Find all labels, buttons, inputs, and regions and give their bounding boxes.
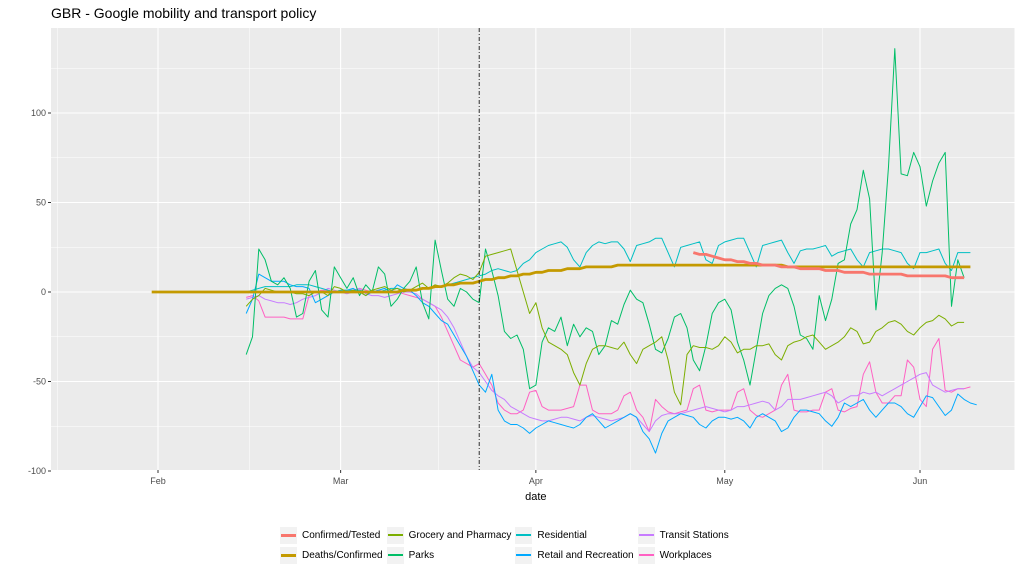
legend-item-confirmed-tested: Confirmed/Tested [280,526,383,544]
legend-key [515,526,533,544]
legend-item-deaths-confirmed: Deaths/Confirmed [280,546,383,564]
y-tick-label: 0 [41,287,46,297]
legend-swatch [638,534,654,536]
legend-label: Workplaces [659,549,712,561]
chart-title: GBR - Google mobility and transport poli… [51,5,317,21]
legend-label: Transit Stations [659,529,729,541]
legend-key [280,546,297,564]
legend-item-retail-and-recreation: Retail and Recreation [515,546,634,564]
y-tick-label: -100 [28,466,46,476]
x-tick-label: Jun [913,476,928,486]
x-tick-label: Feb [150,476,166,486]
x-axis-title: date [525,491,546,503]
series-line-deaths-confirmed [151,263,971,294]
series-layer [151,48,977,454]
legend-key [637,546,655,564]
y-tick-label: 50 [36,198,46,208]
legend-label: Retail and Recreation [537,549,634,561]
series-line-grocery-and-pharmacy [245,248,965,406]
minor-gridlines [51,28,1015,470]
legend-swatch [281,533,296,537]
legend-item-workplaces: Workplaces [637,546,729,564]
legend-swatch [387,534,403,536]
x-tick-label: May [716,476,734,486]
legend: Confirmed/Tested Grocery and Pharmacy Resi… [280,526,729,564]
legend-label: Residential [537,529,587,541]
legend-item-parks: Parks [386,546,512,564]
legend-item-residential: Residential [515,526,633,544]
legend-swatch [516,554,532,556]
series-line-transit-stations [246,287,965,433]
panel-background [51,28,1015,470]
legend-swatch [281,553,296,557]
series-line-confirmed-tested [692,251,965,280]
legend-swatch [638,554,654,556]
x-tick-label: Mar [333,476,349,486]
legend-label: Grocery and Pharmacy [408,529,512,541]
legend-item-transit-stations: Transit Stations [637,526,729,544]
y-axis: -100 -50 0 50 100 [28,108,51,476]
legend-label: Parks [408,549,435,561]
legend-key [280,526,297,544]
legend-swatch [387,554,403,556]
series-line-workplaces [246,287,971,433]
y-tick-label: 100 [31,108,46,118]
legend-key [386,546,404,564]
legend-item-grocery-and-pharmacy: Grocery and Pharmacy [386,526,512,544]
legend-label: Deaths/Confirmed [302,549,383,561]
x-tick-label: Apr [529,476,543,486]
legend-key [386,526,404,544]
y-tick-label: -50 [33,377,46,387]
x-axis: Feb Mar Apr May Jun [150,470,927,486]
legend-key [515,546,533,564]
legend-key [637,526,655,544]
legend-label: Confirmed/Tested [302,529,381,541]
legend-swatch [516,534,532,536]
